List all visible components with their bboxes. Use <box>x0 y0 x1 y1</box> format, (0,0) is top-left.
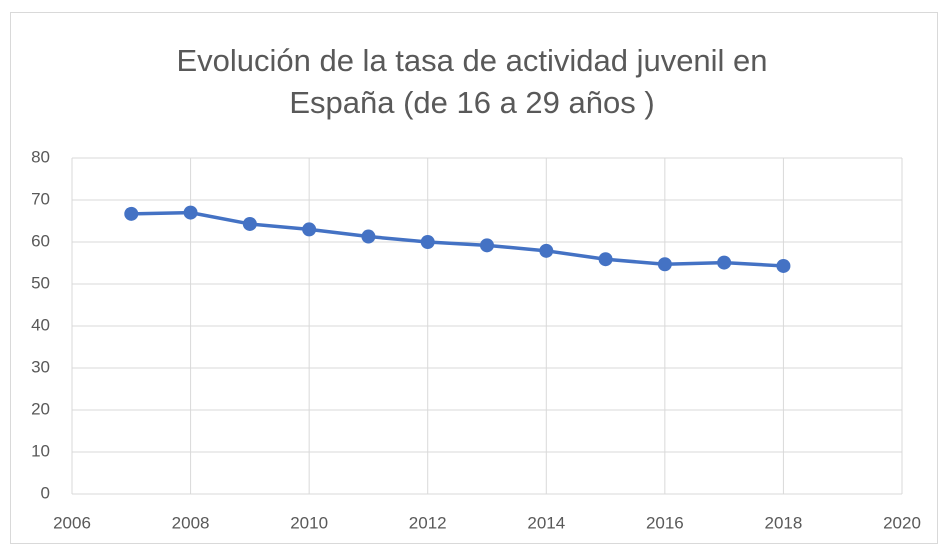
chart-frame <box>10 12 938 544</box>
data-point <box>539 243 554 258</box>
x-tick-label: 2012 <box>409 513 447 532</box>
y-tick-label: 80 <box>31 147 50 166</box>
data-point <box>480 238 494 253</box>
data-point <box>302 222 317 237</box>
data-point <box>717 255 732 270</box>
x-tick-label: 2014 <box>527 513 565 532</box>
y-tick-label: 40 <box>31 315 50 334</box>
data-point <box>598 252 613 267</box>
x-tick-label: 2006 <box>53 513 91 532</box>
data-point <box>242 216 257 231</box>
x-tick-label: 2018 <box>765 513 803 532</box>
y-tick-label: 50 <box>31 273 50 292</box>
x-tick-label: 2016 <box>646 513 684 532</box>
data-point <box>361 229 376 244</box>
x-tick-label: 2008 <box>172 513 210 532</box>
data-point <box>124 206 139 221</box>
y-tick-label: 20 <box>31 399 50 418</box>
data-point <box>420 235 435 249</box>
x-tick-label: 2020 <box>883 513 921 532</box>
y-tick-label: 10 <box>31 441 50 460</box>
series-line <box>131 210 784 268</box>
chart-title: Evolución de la tasa de actividad juveni… <box>176 43 768 120</box>
data-point <box>657 257 672 272</box>
data-point <box>776 258 791 273</box>
y-tick-label: 30 <box>31 357 50 376</box>
y-tick-label: 0 <box>41 483 50 502</box>
x-tick-label: 2010 <box>290 513 328 532</box>
y-tick-label: 70 <box>31 189 50 208</box>
y-tick-label: 60 <box>31 231 50 250</box>
data-point <box>183 205 198 220</box>
